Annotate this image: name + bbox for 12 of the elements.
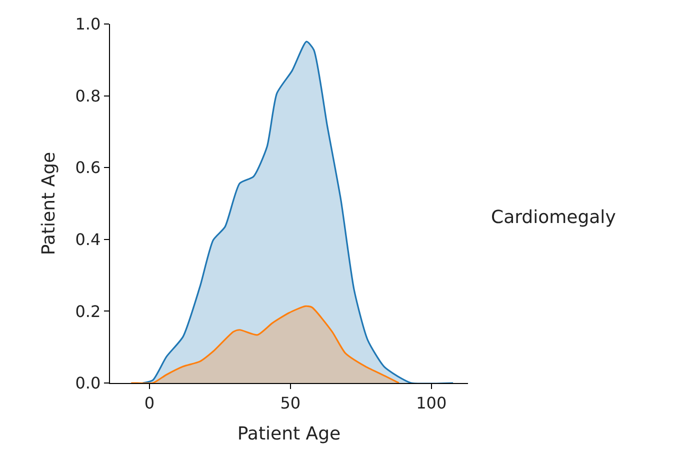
y-tick-label: 0.6 <box>75 158 101 178</box>
y-tick-label: 0.0 <box>75 374 101 393</box>
y-tick-label: 0.2 <box>75 302 101 321</box>
y-tick-label: 0.4 <box>75 230 101 249</box>
x-axis-title: Patient Age <box>237 423 341 444</box>
x-tick-label: 50 <box>280 393 301 412</box>
legend-title: Cardiomegaly <box>491 207 616 228</box>
x-tick-label: 100 <box>416 393 447 412</box>
y-tick-label: 0.8 <box>75 86 101 106</box>
x-tick-label: 0 <box>144 393 155 412</box>
y-tick-label: 1.0 <box>75 14 101 34</box>
y-axis-title: Patient Age <box>38 152 60 256</box>
